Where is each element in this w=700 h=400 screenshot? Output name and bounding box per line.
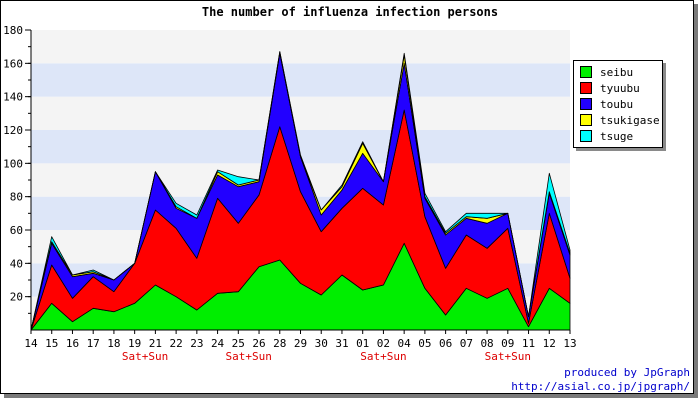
x-tick-label: 06 <box>439 337 452 350</box>
x-tick-label: 29 <box>294 337 307 350</box>
plot-band <box>31 30 570 64</box>
footer-url[interactable]: http://asial.co.jp/jpgraph/ <box>511 380 690 393</box>
x-tick-label: 02 <box>377 337 390 350</box>
y-tick-label: 40 <box>10 257 23 270</box>
x-tick-label: 31 <box>335 337 348 350</box>
x-tick-label: 05 <box>418 337 431 350</box>
x-tick-label: 26 <box>252 337 265 350</box>
x-tick-label: 23 <box>190 337 203 350</box>
x-tick-label: 17 <box>87 337 100 350</box>
area-series-group <box>30 51 571 331</box>
plot-band <box>31 96 570 130</box>
weekend-label: Sat+Sun <box>122 350 168 363</box>
chart-title: The number of influenza infection person… <box>201 5 499 19</box>
legend-swatch <box>580 82 592 94</box>
x-tick-label: 24 <box>211 337 225 350</box>
y-tick-label: 60 <box>10 224 23 237</box>
legend-item-tsuge: tsuge <box>580 128 662 144</box>
x-tick-label: 15 <box>45 337 58 350</box>
legend-swatch <box>580 114 592 126</box>
legend-item-seibu: seibu <box>580 64 662 80</box>
weekend-label: Sat+Sun <box>225 350 271 363</box>
x-tick-label: 16 <box>66 337 79 350</box>
legend-swatch <box>580 130 592 142</box>
x-tick-label: 19 <box>128 337 141 350</box>
area-tsuge <box>30 51 571 331</box>
x-tick-label: 11 <box>522 337 535 350</box>
legend: seibu tyuubu toubu tsukigase tsuge <box>573 60 663 148</box>
plot-band <box>31 63 570 97</box>
x-tick-label: 25 <box>232 337 245 350</box>
x-tick-label: 14 <box>24 337 38 350</box>
x-tick-label: 22 <box>169 337 182 350</box>
y-tick-label: 180 <box>3 24 23 37</box>
legend-item-toubu: toubu <box>580 96 662 112</box>
legend-item-tsukigase: tsukigase <box>580 112 662 128</box>
x-tick-label: 28 <box>273 337 286 350</box>
y-tick-label: 120 <box>3 124 23 137</box>
y-tick-label: 160 <box>3 57 23 70</box>
y-tick-label: 100 <box>3 157 23 170</box>
legend-label: tyuubu <box>600 81 640 95</box>
legend-item-tyuubu: tyuubu <box>580 80 662 96</box>
x-tick-label: 01 <box>356 337 369 350</box>
legend-swatch <box>580 98 592 110</box>
weekend-label: Sat+Sun <box>485 350 531 363</box>
y-tick-label: 140 <box>3 91 23 104</box>
x-tick-label: 07 <box>460 337 473 350</box>
x-tick-label: 30 <box>315 337 328 350</box>
x-tick-label: 18 <box>107 337 120 350</box>
y-tick-label: 20 <box>10 291 23 304</box>
x-tick-label: 13 <box>563 337 576 350</box>
legend-label: toubu <box>600 97 634 111</box>
y-tick-label: 80 <box>10 191 23 204</box>
weekend-label: Sat+Sun <box>360 350 406 363</box>
legend-label: tsuge <box>600 129 634 143</box>
footer-credit: produced by JpGraph <box>564 366 690 379</box>
x-tick-label: 08 <box>480 337 493 350</box>
x-tick-label: 12 <box>543 337 556 350</box>
x-tick-label: 09 <box>501 337 514 350</box>
axes-group: 20 40 60 80 100 120 140 160 180 14 15 16 17 18 19 21 22 2… <box>3 24 577 363</box>
x-tick-label: 04 <box>398 337 412 350</box>
legend-label: seibu <box>600 65 634 79</box>
legend-swatch <box>580 66 592 78</box>
legend-label: tsukigase <box>600 113 660 127</box>
x-tick-label: 21 <box>149 337 162 350</box>
